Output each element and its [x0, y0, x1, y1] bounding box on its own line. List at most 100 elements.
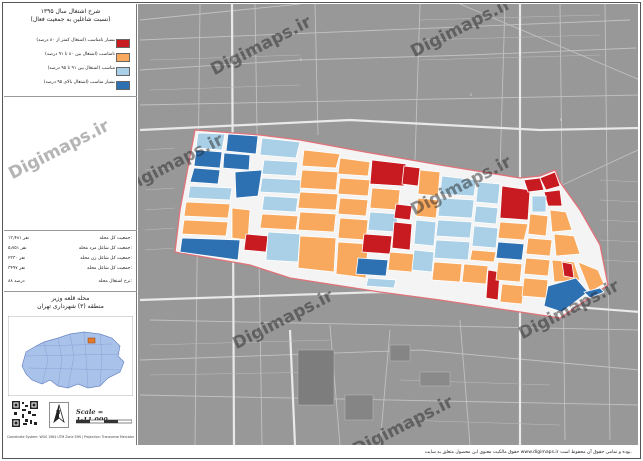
parcel [527, 213, 549, 237]
parcel [297, 191, 339, 211]
locator-highlight [87, 337, 96, 344]
parcel [261, 159, 299, 177]
parcel [187, 185, 233, 201]
parcel [365, 277, 397, 289]
parcel [265, 231, 301, 263]
parcel [495, 261, 523, 283]
legend-item-very-poor: بسیار نامناسب (اشتغال کمتر از ۸۰ درصد) [10, 37, 132, 48]
parcel [435, 219, 473, 239]
parcel [543, 189, 563, 207]
parcel [243, 233, 269, 253]
parcel [461, 263, 489, 285]
parcel [473, 205, 499, 225]
stat-value: ۸۸ درصد [8, 279, 25, 284]
parcel [299, 169, 339, 191]
stat-value: ۱۳٫۴۸۱ نفر [8, 236, 30, 241]
svg-text:خ: خ [560, 117, 562, 121]
parcel [539, 171, 561, 191]
parcel [337, 157, 371, 177]
parcel [413, 219, 437, 247]
parcel [561, 261, 575, 279]
parcel [259, 177, 303, 195]
parcel [391, 221, 413, 251]
parcel [301, 149, 341, 169]
parcel [297, 211, 337, 233]
north-arrow-icon [49, 402, 69, 428]
parcel [525, 237, 553, 257]
parcel [531, 195, 547, 213]
parcel [433, 239, 471, 261]
building [344, 394, 374, 421]
footer-copyright: حقوق مالکیت معنوی این محصول متعلق به سای… [424, 450, 632, 455]
map-canvas: خ خ خ [138, 4, 638, 445]
parcel [393, 203, 413, 221]
divider [4, 230, 137, 231]
parcel [261, 195, 299, 213]
stat-row: جمعیت کل محله: ۱۳٫۴۸۱ نفر [8, 236, 132, 244]
parcel [411, 249, 435, 273]
parcel [181, 219, 229, 237]
parcel [549, 209, 573, 233]
parcel [543, 277, 589, 313]
legend-swatch [116, 53, 130, 62]
building [419, 371, 451, 387]
parcel [387, 251, 415, 273]
parcel [225, 133, 259, 155]
stat-row: جمعیت کل شاغل محله: ۳۴۹۷ نفر [8, 266, 132, 274]
parcel [361, 233, 393, 255]
parcel [523, 257, 551, 277]
legend-subtitle: (نسبت شاغلین به جمعیت فعال) [30, 16, 111, 23]
divider [4, 96, 137, 97]
locator-map [8, 316, 133, 396]
parcel [337, 177, 371, 197]
parcel [259, 213, 299, 231]
legend-swatch [116, 39, 130, 48]
legend-label: مناسب (اشتغال بین ۹۱ تا ۹۵ درصد) [47, 66, 115, 71]
stat-value: ۵٫۷۵۱ نفر [8, 246, 27, 251]
legend-swatch [116, 81, 130, 90]
svg-text:خ: خ [470, 92, 472, 96]
parcel [193, 149, 223, 169]
parcel [431, 261, 463, 283]
parcel [469, 249, 497, 263]
qr-code-icon [11, 400, 39, 428]
parcel [179, 237, 241, 261]
neighborhood-name: محله قلعه وزیر [51, 295, 90, 302]
parcel [471, 225, 499, 249]
parcel [521, 277, 549, 299]
stat-label: جمعیت کل شاغل زن محله: [80, 256, 132, 261]
coordinate-credit: Coordinate System: WGS 1984 UTM Zone 39N… [7, 435, 135, 439]
legend-item-good: مناسب (اشتغال بین ۹۱ تا ۹۵ درصد) [10, 65, 132, 76]
legend-title: شرح اشتغال سال ۱۳۹۵ [40, 8, 101, 15]
scale-bar [76, 419, 132, 424]
parcel [437, 197, 475, 219]
legend-swatch [116, 67, 130, 76]
north-label: N [56, 410, 61, 416]
stat-label: جمعیت کل شاغل محله: [87, 266, 132, 271]
stat-label: جمعیت کل شاغل مرد محله: [78, 246, 132, 251]
parcel [337, 197, 369, 217]
building [389, 344, 411, 362]
legend-item-poor: نامناسب (اشتغال بین ۸۰ تا ۹۱ درصد) [10, 51, 132, 62]
legend-label: بسیار مناسب (اشتغال بالای ۹۵ درصد) [43, 80, 115, 85]
stat-row: جمعیت کل شاغل مرد محله: ۵٫۷۵۱ نفر [8, 246, 132, 254]
parcel [369, 159, 407, 187]
divider [4, 291, 137, 292]
parcel [259, 137, 301, 159]
legend-item-very-good: بسیار مناسب (اشتغال بالای ۹۵ درصد) [10, 79, 132, 90]
stat-value: ۲۳۳۰ نفر [8, 256, 26, 261]
parcel [417, 169, 441, 197]
parcel [297, 235, 337, 273]
legend-label: نامناسب (اشتغال بین ۸۰ تا ۹۱ درصد) [45, 52, 115, 57]
parcel [495, 241, 525, 261]
parcel [439, 175, 477, 197]
parcel [583, 287, 605, 299]
parcel [553, 233, 581, 257]
parcel [415, 197, 439, 219]
parcel [577, 261, 605, 293]
parcel [499, 185, 531, 221]
parcel [189, 167, 221, 185]
parcel [355, 257, 389, 277]
